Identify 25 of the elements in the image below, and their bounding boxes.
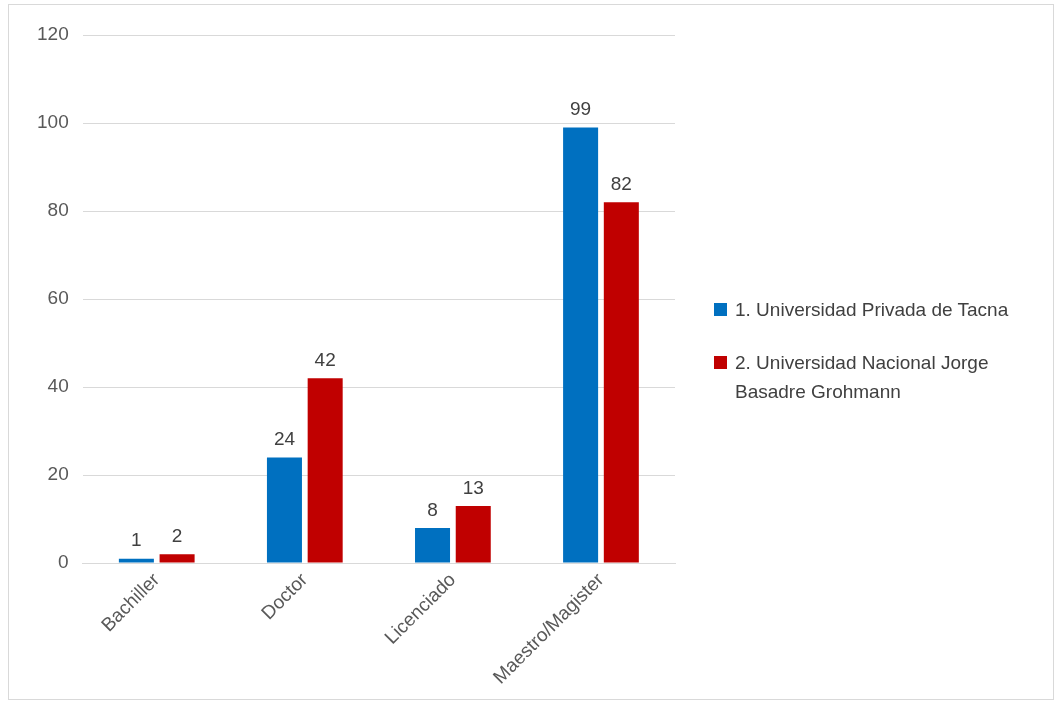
y-tick-label: 0: [58, 551, 69, 573]
data-label: 1: [131, 529, 142, 551]
data-label: 2: [171, 525, 183, 547]
y-tick-label: 40: [47, 375, 69, 397]
bar: [118, 558, 154, 563]
data-label: 24: [273, 428, 296, 450]
data-label: 99: [570, 98, 592, 120]
y-tick-label: 100: [37, 111, 69, 133]
bar: [603, 202, 639, 563]
data-label: 82: [610, 172, 632, 194]
data-label: 13: [462, 476, 484, 498]
legend-label: 1. Universidad Privada de Tacna: [735, 298, 1009, 322]
legend-label: 2. Universidad Nacional Jorge Basadre Grohmann: [735, 351, 990, 404]
bar: [563, 127, 599, 563]
bar: [266, 457, 302, 563]
y-tick-label: 120: [37, 23, 69, 45]
bar: [415, 527, 451, 563]
y-tick-label: 60: [47, 287, 69, 309]
data-label: 42: [314, 349, 336, 370]
bar: [455, 505, 491, 563]
bar: [159, 554, 195, 563]
y-tick-label: 80: [47, 199, 69, 221]
data-label: 8: [427, 498, 438, 520]
bar: [307, 378, 343, 563]
y-tick-label: 20: [47, 463, 69, 485]
